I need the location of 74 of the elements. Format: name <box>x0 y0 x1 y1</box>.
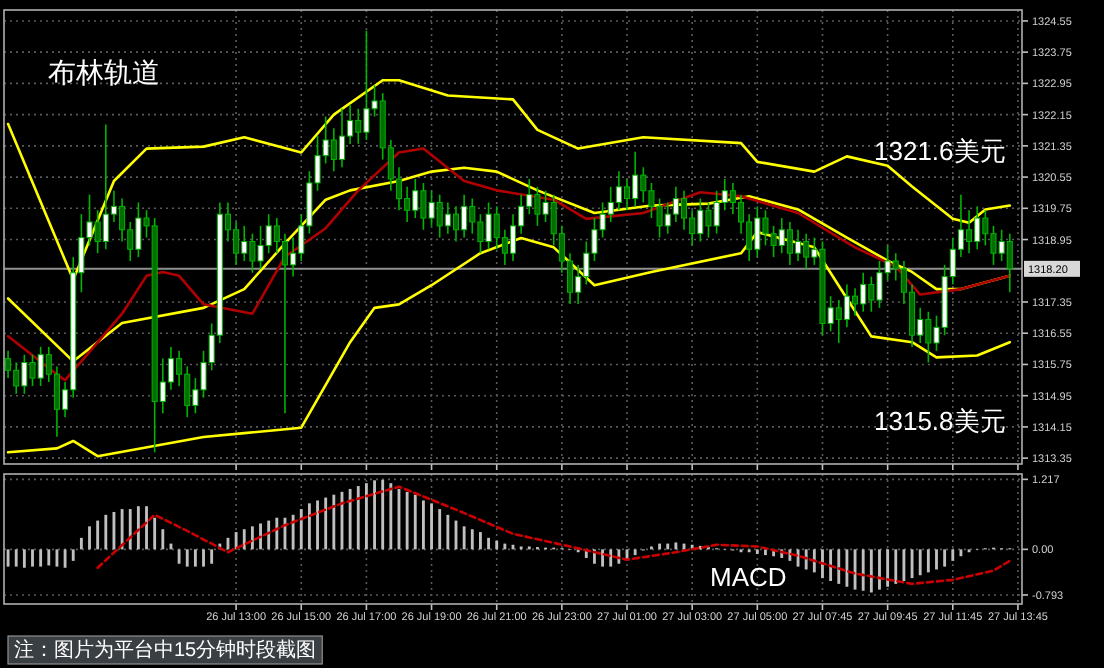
candlestick <box>868 275 875 313</box>
candlestick <box>5 349 12 379</box>
candlestick <box>444 201 451 235</box>
candlestick <box>534 186 541 227</box>
candlestick <box>786 221 793 266</box>
candlestick <box>1006 232 1013 294</box>
annotation: MACD <box>710 562 787 592</box>
candlestick <box>966 209 973 254</box>
candlestick <box>990 225 997 266</box>
candlestick <box>355 107 362 145</box>
candlestick <box>803 232 810 270</box>
candlestick <box>778 217 785 254</box>
candlestick <box>632 150 639 208</box>
candlestick <box>998 228 1005 262</box>
candlestick <box>795 228 802 262</box>
candlestick <box>705 201 712 239</box>
candlestick <box>404 186 411 223</box>
candlestick <box>681 189 688 231</box>
annotation: 1315.8美元 <box>874 406 1006 436</box>
candlestick <box>420 182 427 231</box>
candlestick <box>249 232 256 274</box>
candlestick <box>119 197 126 243</box>
candlestick <box>974 205 981 251</box>
candlestick <box>233 221 240 266</box>
candlestick <box>509 213 517 262</box>
text: 布林轨道 <box>48 56 160 88</box>
candlestick <box>37 346 44 387</box>
candlestick <box>754 205 761 258</box>
candlestick <box>852 287 859 317</box>
candlestick <box>330 127 337 173</box>
candlestick <box>640 166 647 204</box>
candlestick <box>452 205 460 243</box>
text: 注：图片为平台中15分钟时段截图 <box>14 638 317 662</box>
candlestick <box>843 283 850 329</box>
candlestick <box>860 271 867 313</box>
candlestick <box>925 310 932 364</box>
candlestick <box>281 232 288 415</box>
candlestick <box>835 299 842 344</box>
candlestick <box>485 201 492 251</box>
candlestick <box>493 205 500 251</box>
candlestick <box>436 193 443 239</box>
candlestick <box>982 209 989 247</box>
candlestick <box>338 107 345 169</box>
candlestick <box>428 189 435 227</box>
candlestick <box>461 193 468 239</box>
candlestick <box>184 365 191 418</box>
candlestick <box>623 178 631 212</box>
line-series <box>96 485 1012 586</box>
candlestick <box>762 209 769 247</box>
candlestick <box>876 260 883 309</box>
candlestick <box>21 353 28 395</box>
candlestick <box>477 213 484 254</box>
candlestick <box>656 197 663 239</box>
candlestick <box>607 186 614 223</box>
candlestick <box>615 170 622 212</box>
candlestick <box>672 186 679 223</box>
candlestick <box>648 182 655 219</box>
candlestick <box>135 201 142 258</box>
candlestick <box>469 197 476 235</box>
candlestick <box>13 361 20 395</box>
candlestick <box>412 178 419 219</box>
candlestick <box>363 29 370 141</box>
candlestick <box>102 123 109 251</box>
candlestick <box>265 213 272 254</box>
candlestick <box>697 197 704 243</box>
candlestick <box>29 353 36 387</box>
annotation: 1321.6美元 <box>874 136 1006 166</box>
candlestick <box>664 201 671 235</box>
candlestick <box>94 209 101 254</box>
candlestick <box>241 225 248 262</box>
candlestick <box>713 189 720 235</box>
candlestick <box>770 225 777 258</box>
candlestick <box>729 182 736 215</box>
candlestick <box>257 225 264 270</box>
